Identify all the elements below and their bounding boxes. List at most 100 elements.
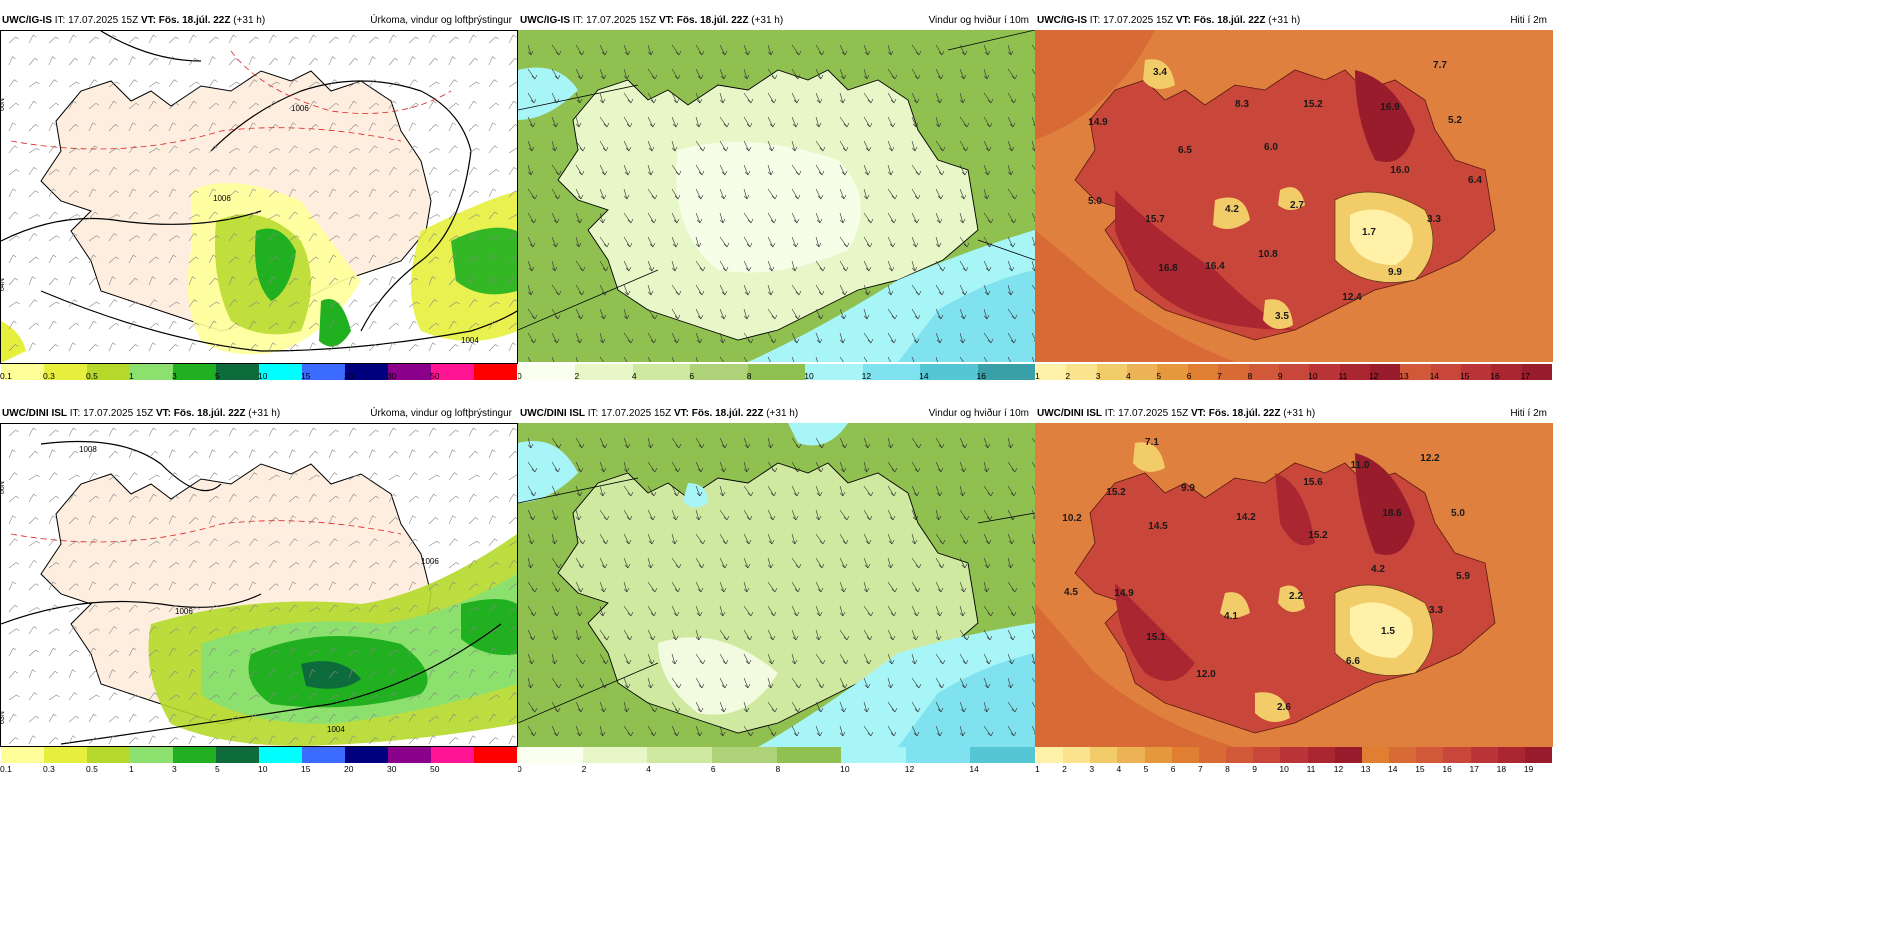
- wind-arrow-icon: [959, 437, 968, 449]
- wind-barb-icon: [88, 301, 100, 308]
- colorbar-swatch: [1198, 747, 1227, 763]
- wind-barb-icon: [328, 581, 337, 591]
- wind-arrow-icon: [695, 68, 704, 80]
- wind-arrow-icon: [1031, 629, 1035, 640]
- wind-arrow-icon: [767, 653, 775, 665]
- wind-barb-icon: [248, 670, 259, 679]
- wind-arrow-icon: [551, 68, 561, 80]
- wind-arrow-icon: [1031, 356, 1035, 362]
- isobar: [40, 290, 517, 352]
- wind-arrow-icon: [695, 356, 698, 362]
- wind-barb-icon: [148, 450, 159, 459]
- wind-arrow-icon: [527, 356, 531, 362]
- wind-arrow-icon: [623, 605, 634, 617]
- wind-barb-icon: [508, 256, 517, 264]
- wind-barb-icon: [88, 235, 100, 242]
- wind-barb-icon: [328, 188, 337, 198]
- wind-arrow-icon: [983, 605, 994, 617]
- wind-barb-icon: [128, 449, 136, 459]
- wind-barb-icon: [228, 124, 239, 132]
- wind-barb-icon: [368, 277, 379, 286]
- wind-arrow-icon: [719, 140, 729, 152]
- wind-barb-icon: [488, 628, 500, 635]
- wind-barb-icon: [108, 735, 116, 745]
- wind-barb-icon: [88, 102, 100, 110]
- wind-barb-icon: [408, 344, 419, 352]
- wind-arrow-icon: [599, 140, 609, 152]
- wind-arrow-icon: [719, 188, 727, 200]
- wind-barb-icon: [108, 559, 117, 569]
- wind-barb-icon: [148, 626, 158, 635]
- wind-barb-icon: [148, 256, 159, 264]
- wind-arrow-icon: [647, 140, 655, 152]
- wind-barb-icon: [288, 320, 297, 330]
- wind-arrow-icon: [695, 461, 704, 473]
- wind-barb-icon: [488, 604, 498, 613]
- colorbar-swatch: [1187, 364, 1219, 380]
- wind-barb-icon: [228, 474, 240, 481]
- wind-barb-icon: [168, 562, 180, 569]
- wind-barb-icon: [348, 450, 359, 459]
- colorbar-swatch: [1416, 747, 1444, 763]
- wind-barb-icon: [148, 607, 160, 613]
- wind-arrow-icon: [743, 236, 753, 248]
- wind-barb-icon: [228, 342, 236, 352]
- wind-barb-icon: [188, 190, 199, 198]
- wind-barb-icon: [128, 36, 139, 44]
- wind-barb-icon: [208, 449, 216, 459]
- wind-arrow-icon: [1007, 677, 1014, 689]
- wind-barb-icon: [508, 342, 516, 352]
- wind-arrow-icon: [935, 461, 944, 473]
- wind-arrow-icon: [863, 284, 871, 296]
- wind-arrow-icon: [791, 116, 799, 128]
- wind-barb-icon: [8, 254, 17, 264]
- temperature-value-label: 2.6: [1277, 702, 1291, 713]
- wind-arrow-icon: [671, 92, 680, 104]
- wind-arrow-icon: [647, 461, 658, 473]
- wind-arrow-icon: [767, 308, 778, 320]
- wind-barb-icon: [248, 320, 257, 330]
- colorbar-tick-label: 6: [689, 371, 695, 380]
- temp-map: 7.112.29.911.015.215.610.214.514.2 18.6 5.…: [1035, 423, 1553, 747]
- wind-barb-icon: [168, 515, 176, 525]
- wind-barb-icon: [28, 57, 39, 66]
- wind-barb-icon: [108, 166, 117, 176]
- wind-arrow-icon: [1007, 332, 1017, 344]
- wind-barb-icon: [168, 277, 179, 286]
- wind-barb-icon: [28, 233, 38, 242]
- wind-arrow-icon: [791, 557, 802, 569]
- temp-colorbar: [1036, 364, 1553, 380]
- colorbar-swatch: [1036, 747, 1064, 763]
- wind-barb-icon: [108, 147, 120, 154]
- wind-barb-icon: [268, 190, 279, 198]
- wind-arrow-icon: [527, 140, 535, 152]
- wind-barb-icon: [408, 56, 416, 66]
- wind-barb-icon: [448, 694, 460, 701]
- wind-barb-icon: [308, 559, 317, 569]
- colorbar-tick-label: 0.1: [0, 764, 12, 773]
- wind-barb-icon: [88, 495, 100, 503]
- wind-arrow-icon: [887, 92, 897, 104]
- wind-barb-icon: [108, 233, 118, 242]
- wind-barb-icon: [308, 715, 320, 723]
- wind-barb-icon: [108, 81, 120, 88]
- wind-barb-icon: [228, 214, 240, 220]
- colorbar-swatch: [1369, 364, 1401, 380]
- wind-barb-icon: [488, 254, 497, 264]
- colorbar-tick-label: 4: [1116, 764, 1122, 773]
- wind-barb-icon: [168, 36, 179, 44]
- wind-barb-icon: [168, 56, 176, 66]
- wind-arrow-icon: [767, 677, 774, 689]
- wind-arrow-icon: [1007, 212, 1017, 224]
- wind-barb-icon: [168, 301, 180, 308]
- wind-arrow-icon: [551, 533, 558, 545]
- wind-barb-icon: [468, 166, 477, 176]
- wind-arrow-icon: [839, 236, 850, 248]
- wind-arrow-icon: [575, 356, 578, 362]
- wind-barb-icon: [8, 713, 17, 723]
- wind-arrow-icon: [791, 725, 800, 737]
- wind-arrow-icon: [839, 629, 850, 641]
- wind-arrow-icon: [959, 509, 970, 521]
- wind-barb-icon: [508, 427, 517, 437]
- wind-arrow-icon: [959, 533, 969, 545]
